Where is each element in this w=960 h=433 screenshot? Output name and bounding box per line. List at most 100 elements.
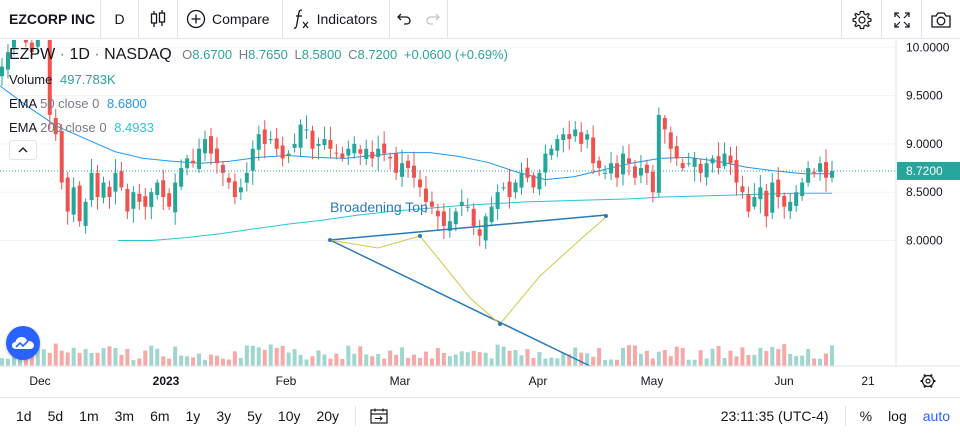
- range-6m[interactable]: 6m: [150, 407, 170, 424]
- legend-ohlc: O8.6700 H8.7650 L8.5800 C8.7200 +0.0600 …: [182, 47, 508, 62]
- range-1m[interactable]: 1m: [79, 407, 99, 424]
- candle-body: [262, 129, 267, 144]
- chart-style-button[interactable]: [139, 0, 178, 39]
- legend-ema200[interactable]: EMA 200 close 0 8.4933: [9, 120, 154, 135]
- candle-body: [352, 143, 357, 154]
- snapshot-button[interactable]: [921, 0, 960, 39]
- candle-body: [567, 134, 572, 140]
- candle-body: [220, 164, 225, 173]
- candle-body: [782, 195, 787, 207]
- volume-bar: [704, 358, 709, 366]
- auto-scale-toggle[interactable]: auto: [922, 408, 950, 424]
- candle-body: [113, 172, 118, 192]
- volume-bar: [71, 347, 76, 366]
- volume-bar: [412, 354, 417, 366]
- legend-exchange: NASDAQ: [104, 46, 172, 63]
- volume-bar: [591, 356, 596, 366]
- settings-button[interactable]: [841, 0, 881, 39]
- volume-bar: [304, 359, 309, 366]
- volume-bar: [83, 349, 88, 366]
- volume-bar: [179, 355, 184, 366]
- range-1d[interactable]: 1d: [16, 407, 32, 424]
- undo-icon: [397, 13, 411, 25]
- ema50-label: EMA: [9, 96, 37, 111]
- annotation-label[interactable]: Broadening Top: [330, 199, 428, 215]
- compare-button[interactable]: Compare: [178, 0, 283, 39]
- volume-bar: [244, 345, 249, 366]
- candle-body: [483, 216, 488, 241]
- axis-settings-icon[interactable]: [920, 374, 936, 388]
- symbol-search-button[interactable]: EZCORP INC: [0, 0, 101, 39]
- calendar-goto-icon: [370, 408, 388, 424]
- goto-date-button[interactable]: [364, 408, 394, 424]
- indicators-button[interactable]: Indicators: [283, 0, 391, 39]
- candle-body: [137, 193, 142, 202]
- time-tick-label: Mar: [390, 374, 411, 388]
- volume-bar: [668, 356, 673, 366]
- legend-main: EZPW · 1D · NASDAQ O8.6700 H8.7650 L8.58…: [9, 46, 508, 64]
- legend-volume[interactable]: Volume 497.783K: [9, 72, 116, 87]
- volume-value: 497.783K: [60, 72, 116, 87]
- tradingview-logo[interactable]: [6, 326, 40, 360]
- volume-bar: [358, 346, 363, 366]
- candle-body: [579, 132, 584, 144]
- volume-bar: [603, 359, 608, 366]
- range-10y[interactable]: 10y: [277, 407, 301, 424]
- interval-button[interactable]: D: [101, 0, 139, 39]
- candle-body: [465, 206, 470, 208]
- price-chart[interactable]: Broadening Top 8.7200 11.000010.500010.0…: [0, 40, 960, 397]
- range-5d[interactable]: 5d: [47, 407, 64, 424]
- volume-bar: [800, 355, 805, 366]
- volume-bar: [394, 354, 399, 366]
- volume-bar: [794, 356, 799, 366]
- top-toolbar: EZCORP INC D Compare Indicators: [0, 0, 960, 39]
- volume-bar: [722, 357, 727, 366]
- volume-bar: [728, 350, 733, 366]
- fullscreen-button[interactable]: [881, 0, 921, 39]
- candle-body: [680, 163, 685, 169]
- range-1y[interactable]: 1y: [185, 407, 201, 424]
- candle-body: [173, 182, 178, 213]
- volume-bar: [316, 350, 321, 366]
- range-5y[interactable]: 5y: [247, 407, 262, 424]
- legend-sep-1: ·: [59, 46, 70, 63]
- log-toggle[interactable]: log: [888, 408, 907, 424]
- volume-bar: [824, 353, 829, 366]
- open-key: O: [182, 47, 193, 62]
- legend-collapse-button[interactable]: [9, 140, 37, 160]
- percent-toggle[interactable]: %: [859, 408, 873, 424]
- gear-ring: [921, 374, 935, 388]
- volume-bar: [555, 358, 560, 366]
- pattern-path: [329, 216, 607, 325]
- candle-body: [268, 139, 273, 141]
- undo-button[interactable]: [390, 0, 418, 39]
- volume-bar: [41, 349, 46, 366]
- volume-bar: [513, 350, 518, 366]
- legend-ticker[interactable]: EZPW: [9, 46, 56, 63]
- time-tick-label: Dec: [29, 374, 50, 388]
- volume-bar: [453, 354, 458, 366]
- volume-bar: [686, 359, 691, 366]
- range-3m[interactable]: 3m: [114, 407, 135, 424]
- price-axis: 11.000010.500010.00009.50009.00008.50008…: [895, 40, 950, 366]
- price-tick-label: 8.0000: [906, 234, 943, 248]
- volume-bar: [208, 354, 213, 366]
- volume-bar: [830, 345, 834, 366]
- volume-bar: [268, 344, 273, 366]
- volume-bar: [632, 345, 637, 366]
- candle-body: [382, 143, 387, 154]
- range-3y[interactable]: 3y: [216, 407, 232, 424]
- candle-body: [388, 156, 393, 159]
- candle-body: [406, 160, 411, 169]
- candle-body: [704, 163, 709, 178]
- candle-body: [370, 151, 375, 159]
- candle-body: [728, 155, 733, 164]
- legend-ema50[interactable]: EMA 50 close 0 8.6800: [9, 96, 147, 111]
- clock-timezone[interactable]: 23:11:35 (UTC-4): [720, 408, 829, 424]
- range-20y[interactable]: 20y: [316, 407, 340, 424]
- volume-bar: [501, 346, 506, 366]
- volume-bar: [615, 359, 620, 366]
- volume-bar: [334, 353, 339, 366]
- redo-button[interactable]: [418, 0, 449, 39]
- candle-body: [489, 206, 494, 223]
